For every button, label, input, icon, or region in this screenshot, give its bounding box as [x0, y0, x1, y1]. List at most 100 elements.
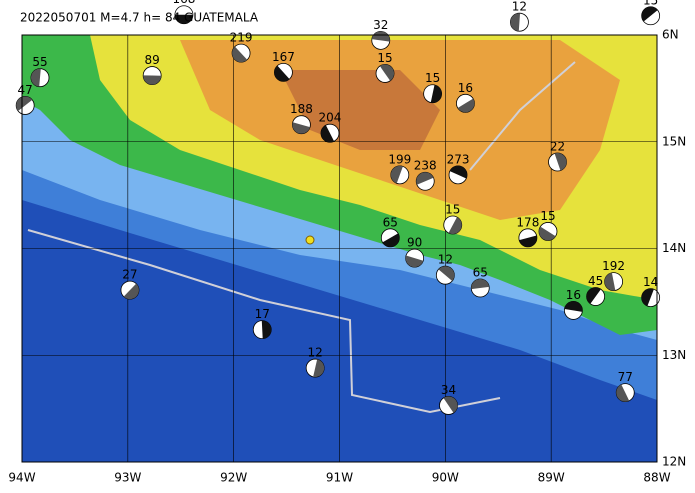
beachball-quadrant	[382, 233, 400, 247]
depth-label: 273	[447, 152, 470, 166]
beachball: 90	[405, 236, 425, 268]
beachball: 219	[230, 31, 253, 63]
beachball-quadrant	[586, 287, 601, 304]
depth-label: 27	[122, 268, 137, 282]
beachball: 77	[615, 370, 635, 403]
beachball: 199	[388, 152, 411, 185]
depth-label: 77	[618, 370, 633, 384]
lon-label: 92W	[220, 471, 247, 485]
beachball: 89	[142, 53, 162, 85]
beachball: 238	[414, 159, 437, 191]
beachball: 17	[252, 307, 272, 340]
depth-label: 204	[319, 111, 342, 125]
beachball-quadrant	[174, 14, 193, 24]
peaks	[280, 70, 440, 150]
beachball-quadrant	[554, 153, 567, 171]
beachball-quadrant	[616, 384, 630, 402]
lon-label: 88W	[643, 471, 670, 485]
beachball: 15	[423, 71, 443, 104]
depth-label: 45	[588, 274, 603, 288]
beachball-quadrant	[604, 272, 616, 291]
beachball-quadrant	[449, 165, 468, 179]
beachball-quadrant	[564, 301, 583, 312]
depth-label: 15	[540, 209, 555, 223]
beachball-quadrant	[416, 172, 434, 185]
beachball: 16	[456, 81, 475, 113]
beachball: 168	[172, 0, 195, 25]
beachball-quadrant	[232, 46, 248, 63]
beachball: 32	[371, 18, 391, 50]
depth-label: 168	[172, 0, 195, 6]
depth-label: 12	[438, 253, 453, 267]
depth-label: 22	[550, 140, 565, 154]
beachball-quadrant	[320, 125, 335, 143]
depth-label: 12	[308, 346, 323, 360]
beachball: 15	[641, 0, 661, 26]
beachball-quadrant	[16, 96, 33, 111]
beachball: 14	[641, 275, 661, 308]
beachball: 15	[375, 51, 395, 83]
beachball: 15	[538, 209, 558, 241]
beachball: 15	[443, 203, 463, 235]
depth-label: 167	[272, 50, 295, 64]
beachball-quadrant	[641, 6, 658, 22]
beachball-quadrant	[30, 68, 41, 87]
lon-label: 90W	[432, 471, 459, 485]
lat-label: 12N	[662, 455, 686, 469]
beachball: 16	[563, 288, 583, 320]
depth-label: 16	[566, 288, 581, 302]
beachball: 273	[447, 152, 470, 185]
beachball-quadrant	[510, 13, 521, 32]
beachball: 22	[548, 140, 567, 172]
depth-label: 34	[441, 383, 456, 397]
beachball-quadrant	[123, 283, 139, 300]
lon-label: 94W	[8, 471, 35, 485]
lon-label: 89W	[538, 471, 565, 485]
epicenter	[305, 235, 315, 245]
beachball-quadrant	[261, 320, 272, 339]
beachball: 12	[305, 346, 325, 378]
boundary-line	[469, 61, 576, 171]
depth-label: 47	[18, 83, 33, 97]
lat-label: 15N	[662, 134, 686, 148]
beachball-quadrant	[443, 396, 458, 413]
beachball-quadrant	[390, 165, 403, 184]
frame	[21, 34, 658, 463]
beachball-quadrant	[438, 266, 455, 281]
title: 2022050701 M=4.7 h= 84 GUATEMALA	[20, 11, 259, 25]
beachball: 55	[30, 55, 50, 88]
beachball-quadrant	[538, 226, 556, 241]
depth-label: 14	[643, 275, 658, 289]
depth-label: 178	[516, 215, 539, 229]
beachball: 178	[516, 215, 539, 248]
beachball: 12	[510, 0, 529, 32]
trench-line	[27, 229, 501, 414]
beachball: 27	[120, 268, 140, 300]
beachball: 167	[272, 50, 295, 82]
beachball: 204	[319, 111, 342, 143]
lat-label: 13N	[662, 348, 686, 362]
beachball-quadrant	[405, 255, 424, 268]
beachball-quadrant	[519, 235, 537, 247]
lon-label: 91W	[326, 471, 353, 485]
beachball: 192	[602, 259, 625, 291]
beachball: 45	[586, 274, 606, 306]
beachball-quadrant	[448, 217, 462, 235]
lon-label: 93W	[114, 471, 141, 485]
beachball: 12	[435, 253, 455, 285]
lat-label: 14N	[662, 241, 686, 255]
beachball-quadrant	[471, 279, 490, 290]
lat-label: 6N	[662, 28, 679, 42]
depth-label: 17	[255, 307, 270, 321]
depth-label: 199	[388, 152, 411, 166]
depth-label: 89	[145, 53, 160, 67]
depth-label: 65	[473, 265, 488, 279]
depth-label: 15	[377, 51, 392, 65]
beachball-quadrant	[457, 98, 475, 113]
depth-label: 32	[373, 18, 388, 32]
depth-label: 90	[407, 236, 422, 250]
beachball-quadrant	[379, 64, 395, 81]
depth-label: 219	[230, 31, 253, 45]
beachball-quadrant	[274, 65, 290, 82]
